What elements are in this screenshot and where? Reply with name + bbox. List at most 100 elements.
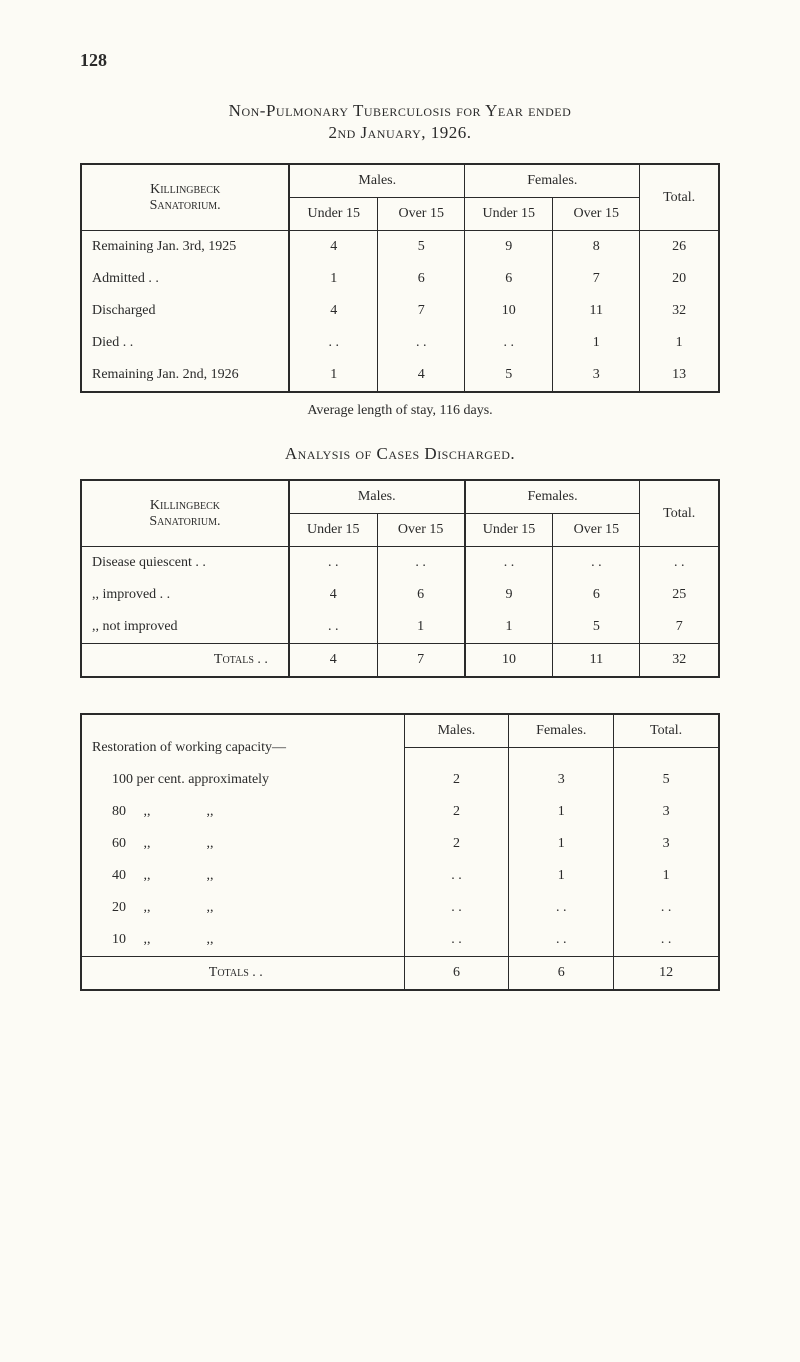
females-header: Females. [509, 714, 614, 748]
table2-under15-f: Under 15 [465, 514, 553, 547]
row-label: ,, not improved [81, 611, 289, 644]
row-label: Admitted . . [81, 263, 289, 295]
cell: 6 [377, 579, 464, 611]
row-label: 80 ,, ,, [81, 796, 404, 828]
table-row: Discharged 4 7 10 11 32 [81, 295, 719, 327]
table-row: ,, not improved . . 1 1 5 7 [81, 611, 719, 644]
cell: 5 [553, 611, 640, 644]
row-label: 20 ,, ,, [81, 892, 404, 924]
cell: 4 [289, 295, 377, 327]
sanatorium-label: Killingbeck Sanatorium. [81, 480, 289, 547]
cell: 4 [289, 579, 377, 611]
table-row: Remaining Jan. 3rd, 1925 4 5 9 8 26 [81, 231, 719, 264]
cell: 7 [553, 263, 640, 295]
analysis-table: Killingbeck Sanatorium. Males. Females. … [80, 479, 720, 678]
page-number: 128 [80, 50, 720, 71]
table-row: Remaining Jan. 2nd, 1926 1 4 5 3 13 [81, 359, 719, 392]
cell: 1 [509, 796, 614, 828]
cell: 4 [378, 359, 465, 392]
cell: . . [289, 611, 377, 644]
table1-under15-f: Under 15 [465, 198, 553, 231]
totals-label: Totals . . [81, 957, 404, 991]
table-row: 80 ,, ,, 2 1 3 [81, 796, 719, 828]
cell: 2 [404, 828, 509, 860]
table-row: ,, improved . . 4 6 9 6 25 [81, 579, 719, 611]
table-row: Disease quiescent . . . . . . . . . . . … [81, 547, 719, 580]
cell: 5 [465, 359, 553, 392]
cell: 7 [640, 611, 719, 644]
cell: . . [465, 327, 553, 359]
cell: . . [378, 327, 465, 359]
table2-under15-m: Under 15 [289, 514, 377, 547]
total-header: Total. [640, 164, 719, 231]
table-row: 20 ,, ,, . . . . . . [81, 892, 719, 924]
cell: 7 [378, 295, 465, 327]
males-header: Males. [289, 164, 465, 198]
cell: 3 [509, 764, 614, 796]
cell: . . [614, 892, 719, 924]
cell: . . [289, 327, 377, 359]
cell: 1 [289, 359, 377, 392]
cell: 3 [614, 796, 719, 828]
cell: 32 [640, 295, 719, 327]
cell: 1 [509, 828, 614, 860]
males-header: Males. [289, 480, 465, 514]
cell: . . [289, 547, 377, 580]
cell: . . [509, 924, 614, 957]
table1-over15-m: Over 15 [378, 198, 465, 231]
table-row: Admitted . . 1 6 6 7 20 [81, 263, 719, 295]
table-row: 40 ,, ,, . . 1 1 [81, 860, 719, 892]
sanatorium-table: Killingbeck Sanatorium. Males. Females. … [80, 163, 720, 393]
cell: . . [640, 547, 719, 580]
cell: 5 [378, 231, 465, 264]
row-label: 10 ,, ,, [81, 924, 404, 957]
restoration-table: Restoration of working capacity— Males. … [80, 713, 720, 991]
females-header: Females. [465, 164, 640, 198]
cell: . . [404, 892, 509, 924]
cell: 1 [553, 327, 640, 359]
cell: 4 [289, 644, 377, 678]
totals-label: Totals . . [81, 644, 289, 678]
row-label: ,, improved . . [81, 579, 289, 611]
cell: . . [404, 924, 509, 957]
cell: 6 [553, 579, 640, 611]
sanatorium-label: Killingbeck Sanatorium. [81, 164, 289, 231]
cell: 1 [614, 860, 719, 892]
row-label: 100 per cent. approximately [81, 764, 404, 796]
cell: 12 [614, 957, 719, 991]
cell: 6 [509, 957, 614, 991]
totals-row: Totals . . 4 7 10 11 32 [81, 644, 719, 678]
cell: 6 [378, 263, 465, 295]
cell: 10 [465, 644, 553, 678]
table-row: 10 ,, ,, . . . . . . [81, 924, 719, 957]
cell: 3 [614, 828, 719, 860]
row-label: 40 ,, ,, [81, 860, 404, 892]
row-label: Remaining Jan. 3rd, 1925 [81, 231, 289, 264]
restoration-label: Restoration of working capacity— [81, 714, 404, 764]
table1-over15-f: Over 15 [553, 198, 640, 231]
total-header: Total. [614, 714, 719, 748]
males-header: Males. [404, 714, 509, 748]
cell: 8 [553, 231, 640, 264]
cell: 32 [640, 644, 719, 678]
females-header: Females. [465, 480, 640, 514]
main-title-line1: Non-Pulmonary Tuberculosis for Year ende… [80, 101, 720, 121]
row-label: Died . . [81, 327, 289, 359]
cell: . . [614, 924, 719, 957]
cell: 7 [377, 644, 464, 678]
cell: . . [553, 547, 640, 580]
cell: . . [377, 547, 464, 580]
cell: 4 [289, 231, 377, 264]
row-label: Remaining Jan. 2nd, 1926 [81, 359, 289, 392]
cell: 6 [404, 957, 509, 991]
cell: . . [404, 860, 509, 892]
table2-over15-f: Over 15 [553, 514, 640, 547]
cell: 2 [404, 796, 509, 828]
cell: 6 [465, 263, 553, 295]
cell: . . [465, 547, 553, 580]
cell: 13 [640, 359, 719, 392]
cell: 1 [640, 327, 719, 359]
total-header: Total. [640, 480, 719, 547]
table-row: 100 per cent. approximately 2 3 5 [81, 764, 719, 796]
row-label: 60 ,, ,, [81, 828, 404, 860]
